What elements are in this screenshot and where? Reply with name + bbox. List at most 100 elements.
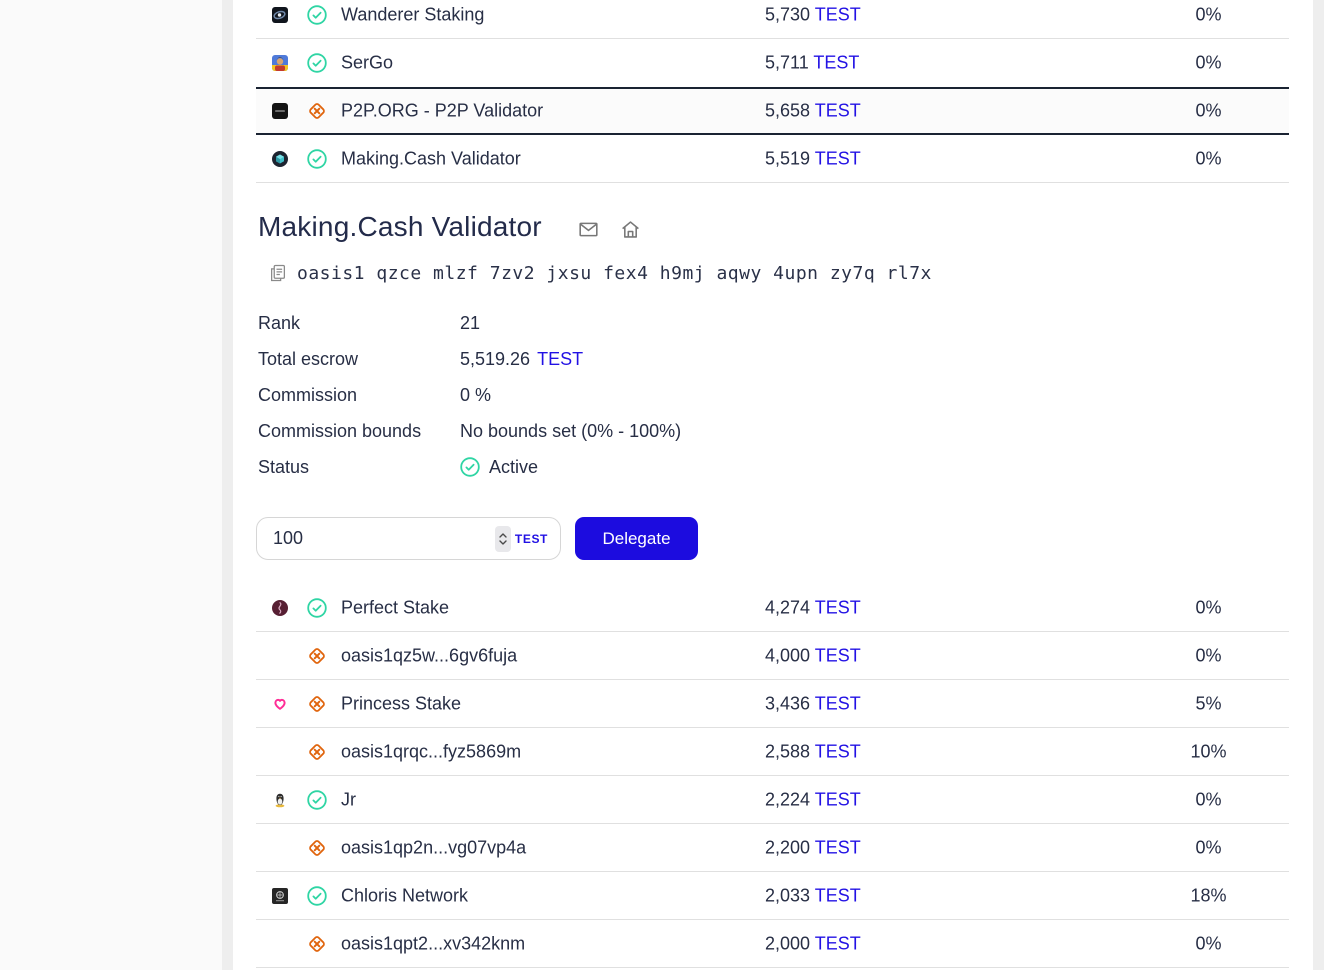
number-stepper[interactable] xyxy=(495,525,511,552)
fee-percent: 0% xyxy=(1195,52,1222,73)
status-inactive-icon xyxy=(307,838,327,858)
status-inactive-icon xyxy=(307,694,327,714)
detail-label: Rank xyxy=(258,312,301,333)
avatar-placeholder xyxy=(272,936,288,952)
validator-row[interactable]: P2P.ORG - P2P Validator 5,658 TEST 0% xyxy=(256,87,1289,135)
fee-percent: 10% xyxy=(1190,741,1227,761)
token-link[interactable]: TEST xyxy=(814,741,861,761)
validator-row[interactable]: Jr 2,224 TEST 0% xyxy=(256,776,1289,824)
escrow-value: 5,519.26 xyxy=(460,348,531,369)
validator-name: Perfect Stake xyxy=(341,597,450,617)
status-active-icon xyxy=(307,597,327,618)
home-icon[interactable] xyxy=(620,219,641,240)
status-active-icon xyxy=(307,885,327,906)
token-link[interactable]: TEST xyxy=(814,148,861,168)
escrow-amount: 5,519 TEST xyxy=(765,148,861,169)
escrow-value: 5,711 xyxy=(765,52,809,73)
sidebar xyxy=(0,0,222,970)
token-link[interactable]: TEST xyxy=(814,837,861,857)
jr-avatar xyxy=(272,792,288,808)
token-link[interactable]: TEST xyxy=(814,789,861,809)
validator-row[interactable]: oasis1qpt2...xv342knm 2,000 TEST 0% xyxy=(256,920,1289,968)
detail-row-total-escrow: Total escrow 5,519.26 TEST xyxy=(258,341,583,377)
fee-percent: 18% xyxy=(1190,885,1227,905)
validator-row[interactable]: oasis1qp2n...vg07vp4a 2,200 TEST 0% xyxy=(256,824,1289,872)
fee-percent: 0% xyxy=(1195,933,1222,953)
validator-row[interactable]: oasis1qz5w...6gv6fuja 4,000 TEST 0% xyxy=(256,632,1289,680)
email-icon[interactable] xyxy=(578,219,599,240)
detail-value: Active xyxy=(460,457,538,478)
status-active-icon xyxy=(307,148,327,169)
detail-label: Total escrow xyxy=(258,348,359,369)
status-inactive-icon xyxy=(307,646,327,666)
fee-percent: 0% xyxy=(1195,148,1222,168)
escrow-amount: 5,730 TEST xyxy=(765,4,861,25)
token-link[interactable]: TEST xyxy=(814,933,861,953)
validator-row[interactable]: Chloris Network 2,033 TEST 18% xyxy=(256,872,1289,920)
validator-name: Princess Stake xyxy=(341,693,462,713)
token-link[interactable]: TEST xyxy=(814,645,861,665)
delegation-table: Perfect Stake 4,274 TEST 0% oasis1qz5w...6g… xyxy=(256,584,1289,968)
copy-icon[interactable] xyxy=(269,263,287,283)
token-link[interactable]: TEST xyxy=(813,52,860,73)
fee-percent: 0% xyxy=(1195,645,1222,665)
escrow-value: 5,519 xyxy=(765,148,811,168)
validator-row[interactable]: Princess Stake 3,436 TEST 5% xyxy=(256,680,1289,728)
fee-percent: 0% xyxy=(1195,837,1222,857)
main-card: Wanderer Staking 5,730 TEST 0% SerGo 5,711 T… xyxy=(233,0,1313,970)
escrow-amount: 4,274 TEST xyxy=(765,597,861,618)
escrow-value: 2,033 xyxy=(765,885,811,905)
validator-name: oasis1qz5w...6gv6fuja xyxy=(341,645,518,665)
detail-label: Status xyxy=(258,456,310,477)
validator-row[interactable]: Making.Cash Validator 5,519 TEST 0% xyxy=(256,135,1289,183)
escrow-value: 4,274 xyxy=(765,597,811,617)
escrow-amount: 2,033 TEST xyxy=(765,885,861,906)
token-link[interactable]: TEST xyxy=(814,100,861,121)
detail-value: 0 % xyxy=(460,384,492,405)
amount-input[interactable] xyxy=(257,518,487,559)
escrow-value: 5,730 xyxy=(765,4,811,24)
page-title: Making.Cash Validator xyxy=(258,211,542,242)
detail-value: No bounds set (0% - 100%) xyxy=(460,420,682,441)
validator-row[interactable]: Perfect Stake 4,274 TEST 0% xyxy=(256,584,1289,632)
detail-label: Commission xyxy=(258,384,358,405)
escrow-value: 3,436 xyxy=(765,693,811,713)
validator-name: oasis1qpt2...xv342knm xyxy=(341,933,526,953)
status-active-icon xyxy=(307,4,327,25)
token-link[interactable]: TEST xyxy=(814,4,861,24)
escrow-value: 2,588 xyxy=(765,741,811,761)
detail-value: 21 xyxy=(460,312,481,333)
fee-percent: 0% xyxy=(1195,597,1222,617)
escrow-amount: 5,658 TEST xyxy=(765,101,861,122)
validator-name: Making.Cash Validator xyxy=(341,148,521,168)
token-link[interactable]: TEST xyxy=(814,885,861,905)
escrow-value: 2,000 xyxy=(765,933,811,953)
princess-avatar xyxy=(272,696,288,712)
status-inactive-icon xyxy=(307,934,327,954)
token-link[interactable]: TEST xyxy=(814,693,861,713)
escrow-amount: 2,224 TEST xyxy=(765,789,861,810)
sergo-avatar xyxy=(272,55,288,71)
detail-label: Commission bounds xyxy=(258,420,422,441)
detail-row-commission: Commission 0 % xyxy=(258,377,491,413)
status-text: Active xyxy=(489,456,539,477)
makingcash-avatar xyxy=(272,150,288,167)
validator-name: Chloris Network xyxy=(341,885,469,905)
validator-name: P2P.ORG - P2P Validator xyxy=(341,100,544,121)
escrow-amount: 2,588 TEST xyxy=(765,741,861,762)
delegate-button[interactable]: Delegate xyxy=(575,517,698,560)
validator-row[interactable]: SerGo 5,711 TEST 0% xyxy=(256,39,1289,87)
detail-row-commission-bounds: Commission bounds No bounds set (0% - 10… xyxy=(258,413,681,449)
escrow-amount: 3,436 TEST xyxy=(765,693,861,714)
validator-name: Jr xyxy=(341,789,356,809)
token-link[interactable]: TEST xyxy=(537,348,584,369)
delegate-amount-field: TEST xyxy=(256,517,561,560)
escrow-amount: 2,000 TEST xyxy=(765,933,861,954)
validator-row[interactable]: oasis1qrqc...fyz5869m 2,588 TEST 10% xyxy=(256,728,1289,776)
validator-row[interactable]: Wanderer Staking 5,730 TEST 0% xyxy=(256,0,1289,39)
token-link[interactable]: TEST xyxy=(814,597,861,617)
fee-percent: 0% xyxy=(1195,4,1222,24)
fee-percent: 0% xyxy=(1195,100,1222,121)
fee-percent: 0% xyxy=(1195,789,1222,809)
validator-address-row: oasis1 qzce mlzf 7zv2 jxsu fex4 h9mj aqw… xyxy=(269,262,932,284)
